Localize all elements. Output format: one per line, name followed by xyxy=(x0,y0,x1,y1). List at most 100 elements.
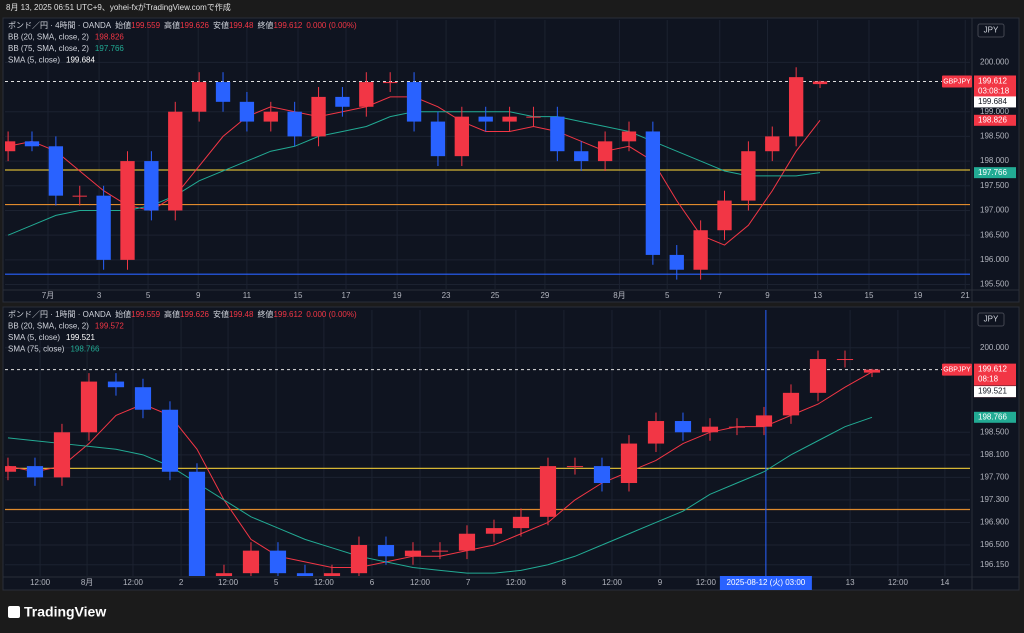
candle-body xyxy=(863,369,881,373)
x-tick-label: 12:00 xyxy=(410,578,431,587)
x-tick-label: 12:00 xyxy=(123,578,144,587)
indicator-tag xyxy=(974,411,1016,423)
x-tick-label: 3 xyxy=(97,291,102,300)
candle-body xyxy=(406,82,422,122)
legend-text: 始値 xyxy=(115,309,131,319)
panel xyxy=(2,306,1020,591)
x-tick-label: 23 xyxy=(442,291,451,300)
candle-body xyxy=(134,387,152,410)
x-tick-label: 5 xyxy=(274,578,279,587)
symbol-tag xyxy=(942,75,972,88)
legend-text: 197.766 xyxy=(95,44,124,53)
legend-indicator: SMA (5, close) 199.521 xyxy=(8,333,95,342)
legend-text: SMA (5, close) xyxy=(8,56,60,65)
legend-text: 安値 xyxy=(213,309,229,319)
candle-body xyxy=(539,466,557,517)
logo: TradingView xyxy=(8,604,106,620)
y-tick-label: 197.700 xyxy=(980,472,1009,481)
candle-body xyxy=(620,443,638,484)
candle-body xyxy=(478,116,493,122)
legend-text: 199.559 xyxy=(131,21,160,30)
candle-body xyxy=(741,151,756,201)
candle-body xyxy=(550,116,565,152)
candle-body xyxy=(645,131,661,255)
candle-body xyxy=(120,161,135,260)
candle-body xyxy=(574,151,589,162)
legend-text: 高値 xyxy=(164,309,180,319)
candle-body xyxy=(458,533,476,551)
legend-text: 高値 xyxy=(164,20,180,30)
candle-body xyxy=(782,392,800,416)
price-tag-label: 199.612 xyxy=(978,365,1007,374)
candle-body xyxy=(566,466,584,468)
y-tick-label: 196.150 xyxy=(980,560,1009,569)
countdown-label: 03:08:18 xyxy=(978,87,1010,96)
x-tick-label: 13 xyxy=(813,291,822,300)
indicator-tag-label: 199.521 xyxy=(978,387,1007,396)
currency-box xyxy=(977,23,1005,38)
candle-body xyxy=(812,81,828,85)
x-tick-label: 7 xyxy=(718,291,723,300)
candle-body xyxy=(728,426,746,428)
x-tick-label: 12:00 xyxy=(696,578,717,587)
candle-body xyxy=(335,96,350,107)
x-tick-label: 14 xyxy=(940,578,949,587)
x-tick-label: 8月 xyxy=(613,291,625,300)
legend-indicator: BB (75, SMA, close, 2) 197.766 xyxy=(8,44,124,53)
x-tick-label: 7 xyxy=(466,578,471,587)
y-tick-label: 200.000 xyxy=(980,343,1009,352)
legend-text: 0.000 (0.00%) xyxy=(306,310,357,319)
countdown-label: 08:18 xyxy=(978,375,999,384)
x-tick-label: 13 xyxy=(846,578,855,587)
candle-body xyxy=(809,359,827,393)
indicator-tag-label: 197.766 xyxy=(978,168,1007,177)
legend-text: 199.48 xyxy=(229,21,254,30)
x-tick-label: 8 xyxy=(562,578,567,587)
candle-body xyxy=(383,82,398,84)
candle-body xyxy=(512,516,530,529)
y-tick-label: 196.500 xyxy=(980,230,1009,239)
symbol-tag-label: GBPJPY xyxy=(943,366,971,373)
candle-body xyxy=(430,121,446,157)
plot xyxy=(5,20,970,289)
legend-text: 終値 xyxy=(257,20,273,30)
symbol-tag xyxy=(942,363,972,376)
y-tick-label: 197.300 xyxy=(980,495,1009,504)
y-tick-label: 197.000 xyxy=(980,206,1009,215)
x-tick-label: 12:00 xyxy=(30,578,51,587)
legend-text: 0.000 (0.00%) xyxy=(306,21,357,30)
price-tag xyxy=(974,75,1016,98)
currency-label: JPY xyxy=(984,26,999,35)
candle-body xyxy=(215,82,231,102)
candle-body xyxy=(53,432,71,478)
candle-body xyxy=(5,466,17,472)
crosshair-label: 2025-08-12 (火) 03:00 xyxy=(727,578,806,587)
y-tick-label: 195.500 xyxy=(980,280,1009,289)
x-tick-label: 6 xyxy=(370,578,375,587)
x-tick-label: 5 xyxy=(146,291,151,300)
legend-text: SMA (5, close) xyxy=(8,333,60,342)
legend-text: 199.521 xyxy=(66,333,95,342)
legend-text: 199.626 xyxy=(180,310,209,319)
legend-indicator: SMA (75, close) 198.766 xyxy=(8,345,100,354)
indicator-tag xyxy=(974,96,1016,108)
candle-body xyxy=(161,409,179,472)
candle-body xyxy=(674,421,692,433)
candle-body xyxy=(80,381,98,433)
x-tick-label: 15 xyxy=(865,291,874,300)
price-tag-label: 199.612 xyxy=(978,77,1007,86)
crosshair-label-bg xyxy=(719,576,812,590)
legend-text: 199.612 xyxy=(273,21,302,30)
indicator-tag-label: 198.766 xyxy=(978,412,1007,421)
y-tick-label: 196.900 xyxy=(980,518,1009,527)
x-tick-label: 2 xyxy=(179,578,184,587)
candle-body xyxy=(191,82,207,112)
candle-body xyxy=(431,550,449,552)
symbol-tag-label: GBPJPY xyxy=(943,78,971,85)
candle-body xyxy=(107,381,125,388)
candle-body xyxy=(96,195,111,260)
candle-body xyxy=(311,96,326,137)
x-tick-label: 12:00 xyxy=(602,578,623,587)
x-tick-label: 15 xyxy=(294,291,303,300)
